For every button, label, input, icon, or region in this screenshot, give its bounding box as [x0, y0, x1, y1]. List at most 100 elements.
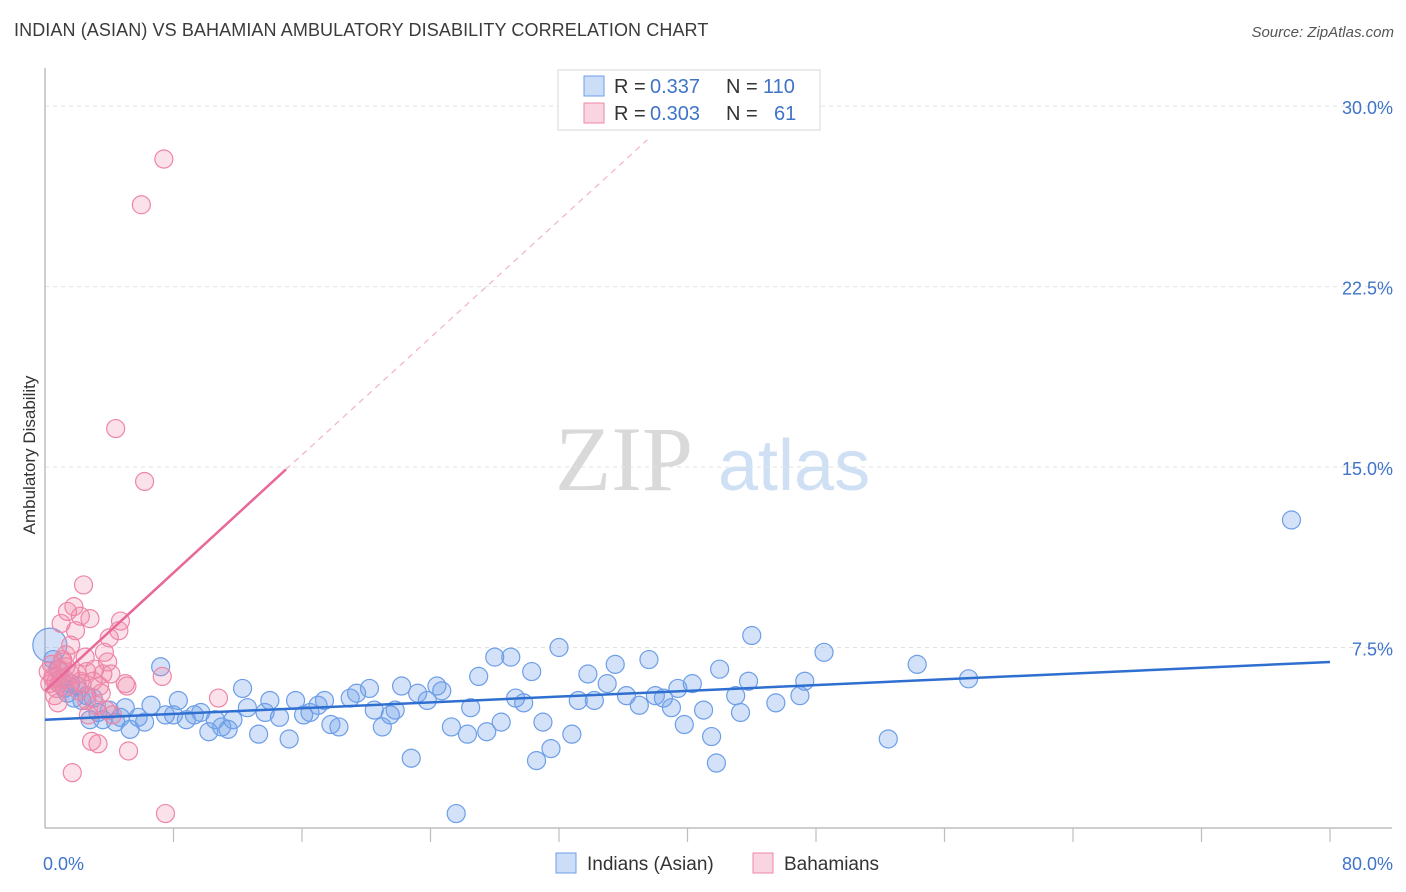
trend-line-bahamians	[44, 468, 287, 692]
point-indians	[795, 671, 815, 691]
point-indians	[491, 712, 511, 732]
point-indians	[710, 659, 730, 679]
chart-title: INDIAN (ASIAN) VS BAHAMIAN AMBULATORY DI…	[14, 20, 709, 40]
legend-r-value-1: 0.337	[650, 76, 700, 98]
point-indians	[260, 690, 280, 711]
point-indians	[814, 642, 834, 662]
point-indians	[401, 748, 421, 768]
point-indians	[347, 683, 367, 703]
y-tick-label: 22.5%	[1342, 279, 1393, 299]
point-indians	[329, 717, 349, 737]
point-bahamians	[77, 690, 97, 711]
point-indians	[279, 729, 299, 749]
point-bahamians	[70, 671, 90, 691]
point-indians	[417, 690, 437, 711]
point-bahamians	[80, 609, 100, 629]
point-indians	[533, 712, 553, 732]
point-indians	[668, 678, 688, 699]
point-indians	[269, 707, 290, 727]
point-indians	[682, 674, 702, 694]
point-indians	[514, 693, 534, 713]
point-indians	[391, 676, 412, 696]
source-label: Source: ZipAtlas.com	[1251, 24, 1394, 41]
point-indians	[693, 700, 714, 720]
point-indians	[541, 738, 561, 759]
point-bahamians	[117, 676, 137, 696]
point-bahamians	[77, 661, 97, 682]
point-indians	[168, 690, 188, 711]
legend-swatch-indians	[583, 75, 605, 97]
point-indians	[249, 724, 269, 744]
axes	[44, 68, 1392, 842]
point-bahamians	[48, 693, 68, 713]
bottom-legend-label-bahamians: Bahamians	[784, 854, 879, 875]
point-indians	[461, 698, 481, 718]
point-bahamians	[88, 734, 108, 754]
point-indians	[477, 722, 497, 742]
trend-lines	[44, 139, 1331, 721]
point-indians	[549, 637, 569, 658]
point-bahamians	[53, 649, 73, 670]
point-indians	[1281, 510, 1302, 530]
legend-n-value-2: 61	[774, 103, 796, 125]
data-points	[32, 149, 1302, 824]
point-indians	[359, 678, 380, 699]
bottom-legend-swatch-bahamians	[752, 852, 774, 874]
trend-extension-bahamians	[285, 139, 648, 470]
point-indians	[661, 698, 682, 718]
point-bahamians	[118, 741, 139, 761]
legend-r-label-1: R =	[614, 76, 646, 98]
y-tick-label: 7.5%	[1352, 640, 1393, 660]
point-indians	[742, 625, 762, 646]
point-indians	[134, 712, 155, 732]
gridlines	[45, 105, 1392, 649]
point-bahamians	[73, 575, 94, 595]
point-indians	[232, 678, 253, 699]
point-indians	[629, 695, 649, 715]
point-bahamians	[154, 149, 174, 169]
point-bahamians	[86, 695, 107, 715]
legend-r-label-2: R =	[614, 103, 646, 125]
point-bahamians	[101, 664, 121, 684]
watermark-zip: ZIP	[555, 408, 693, 510]
point-indians	[457, 724, 478, 744]
x-tick-label-max: 80.0%	[1342, 854, 1393, 874]
point-bahamians	[152, 666, 172, 687]
point-indians	[562, 724, 582, 744]
point-indians	[639, 649, 659, 670]
point-indians	[568, 690, 588, 711]
bottom-legend-label-indians: Indians (Asian)	[587, 854, 714, 875]
point-indians	[199, 722, 219, 742]
tick-labels: 7.5% 15.0% 22.5% 30.0% 0.0% 80.0%	[43, 98, 1393, 874]
point-indians	[151, 657, 171, 677]
point-indians	[255, 702, 275, 723]
point-bahamians	[98, 652, 118, 672]
point-bahamians	[99, 628, 119, 648]
legend-n-label-2: N =	[726, 103, 758, 125]
legend-swatch-bahamians	[583, 102, 605, 124]
legend-n-label-1: N =	[726, 76, 758, 98]
point-bahamians	[106, 418, 126, 439]
point-indians	[616, 686, 637, 706]
point-indians	[441, 717, 461, 737]
point-bahamians	[208, 688, 229, 708]
stats-legend: R = 0.337 N = 110 R = 0.303 N = 61	[557, 69, 821, 131]
point-indians	[578, 664, 598, 684]
point-indians	[766, 693, 786, 713]
point-indians	[674, 714, 694, 735]
point-indians	[314, 690, 335, 711]
point-indians	[706, 753, 727, 773]
point-bahamians	[65, 621, 86, 641]
point-indians	[701, 726, 722, 747]
point-indians	[446, 803, 466, 824]
point-bahamians	[78, 705, 98, 725]
point-indians	[223, 710, 243, 730]
point-indians	[522, 661, 542, 682]
bottom-legend-swatch-indians	[555, 852, 577, 874]
point-bahamians	[131, 195, 151, 215]
trend-line-indians	[44, 660, 1331, 721]
point-bahamians	[155, 803, 176, 824]
point-indians	[653, 688, 674, 708]
point-indians	[321, 714, 341, 735]
